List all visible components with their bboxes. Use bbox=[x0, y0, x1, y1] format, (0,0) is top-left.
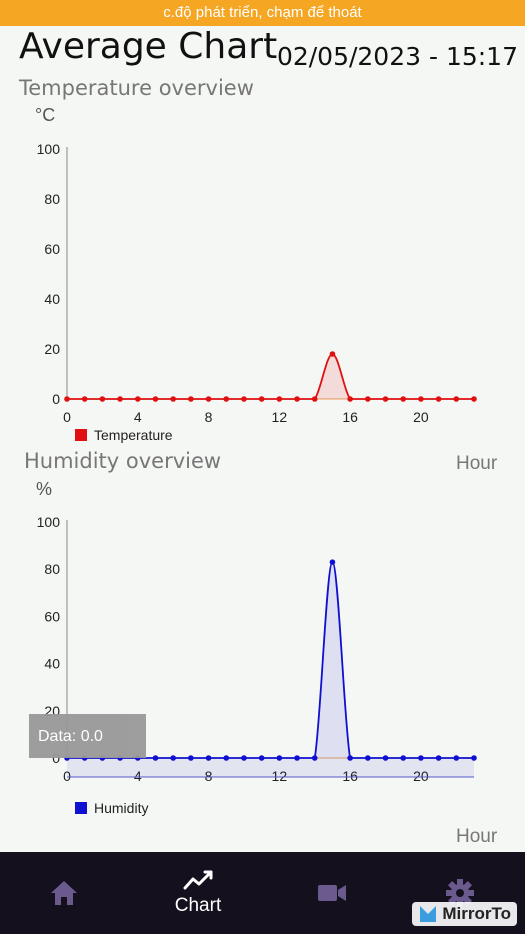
temperature-data-point[interactable] bbox=[435, 396, 442, 402]
humidity-data-point[interactable] bbox=[365, 755, 371, 761]
humidity-data-point[interactable] bbox=[241, 755, 247, 761]
temperature-data-point[interactable] bbox=[117, 396, 123, 402]
temperature-data-point[interactable] bbox=[134, 396, 141, 402]
temperature-data-point[interactable] bbox=[418, 396, 424, 402]
humidity-data-point[interactable] bbox=[400, 755, 407, 761]
nav-chart-button[interactable]: Chart bbox=[158, 852, 238, 934]
temperature-data-point[interactable] bbox=[99, 396, 106, 402]
temperature-x-axis-unit: Hour bbox=[456, 453, 498, 474]
page-title: Average Chart bbox=[19, 26, 278, 67]
humidity-x-tick-label: 20 bbox=[413, 768, 429, 784]
temperature-data-point[interactable] bbox=[81, 396, 88, 402]
temperature-data-point[interactable] bbox=[188, 396, 194, 402]
humidity-data-point[interactable] bbox=[294, 755, 300, 761]
temperature-data-point[interactable] bbox=[365, 396, 371, 402]
humidity-baseline-band bbox=[67, 758, 474, 777]
temperature-data-point[interactable] bbox=[294, 396, 300, 402]
humidity-data-point[interactable] bbox=[170, 755, 176, 761]
temperature-x-tick-label: 8 bbox=[205, 409, 213, 425]
nav-camera-button[interactable] bbox=[292, 852, 372, 934]
temperature-data-point[interactable] bbox=[258, 396, 265, 402]
temperature-data-point[interactable] bbox=[64, 396, 70, 402]
humidity-legend-label: Humidity bbox=[94, 800, 149, 816]
humidity-legend: Humidity bbox=[75, 800, 148, 816]
humidity-section-title: Humidity overview bbox=[24, 449, 222, 473]
humidity-x-axis-unit: Hour bbox=[456, 826, 498, 847]
nav-chart-label: Chart bbox=[174, 895, 222, 916]
home-icon bbox=[51, 881, 77, 905]
temperature-data-point[interactable] bbox=[471, 396, 477, 402]
temperature-data-point[interactable] bbox=[170, 396, 176, 402]
temperature-data-point[interactable] bbox=[453, 396, 460, 402]
humidity-y-tick-label: 80 bbox=[44, 561, 60, 577]
video-camera-icon bbox=[318, 885, 346, 901]
temperature-x-tick-label: 20 bbox=[413, 409, 429, 425]
temperature-x-tick-label: 16 bbox=[342, 409, 358, 425]
developer-mode-banner[interactable]: c.độ phát triển, chạm để thoát bbox=[0, 0, 525, 26]
temperature-data-point[interactable] bbox=[241, 396, 247, 402]
temperature-y-tick-label: 40 bbox=[44, 291, 60, 307]
humidity-data-point[interactable] bbox=[258, 755, 265, 761]
temperature-x-tick-label: 0 bbox=[63, 409, 71, 425]
mirrorto-watermark: MirrorTo bbox=[412, 902, 517, 926]
humidity-data-point[interactable] bbox=[471, 755, 477, 761]
temperature-legend: Temperature bbox=[75, 427, 173, 443]
mirrorto-logo-icon bbox=[420, 906, 437, 922]
humidity-data-point[interactable] bbox=[205, 755, 212, 761]
temperature-y-tick-label: 60 bbox=[44, 241, 60, 257]
data-tooltip: Data: 0.0 bbox=[29, 714, 146, 758]
temperature-x-tick-label: 12 bbox=[272, 409, 288, 425]
temperature-data-point[interactable] bbox=[311, 396, 318, 402]
temperature-data-point[interactable] bbox=[329, 351, 336, 357]
temperature-data-point[interactable] bbox=[276, 396, 283, 402]
temperature-data-point[interactable] bbox=[223, 396, 230, 402]
humidity-y-tick-label: 60 bbox=[44, 608, 60, 624]
temperature-legend-swatch bbox=[75, 429, 87, 441]
datetime-label: 02/05/2023 - 15:17 bbox=[276, 42, 518, 71]
temperature-data-point[interactable] bbox=[152, 396, 159, 402]
humidity-legend-swatch bbox=[75, 802, 87, 814]
humidity-data-point[interactable] bbox=[152, 755, 159, 761]
temperature-legend-label: Temperature bbox=[94, 427, 173, 443]
humidity-data-point[interactable] bbox=[435, 755, 442, 761]
humidity-y-tick-label: 0 bbox=[52, 750, 60, 766]
humidity-x-tick-label: 4 bbox=[134, 768, 142, 784]
temperature-y-tick-label: 100 bbox=[37, 141, 61, 157]
temperature-y-tick-label: 0 bbox=[52, 391, 60, 407]
humidity-data-point[interactable] bbox=[311, 755, 318, 761]
mirrorto-watermark-text: MirrorTo bbox=[442, 904, 511, 923]
humidity-x-tick-label: 16 bbox=[342, 768, 358, 784]
temperature-chart[interactable]: 0 20 40 60 80 100 0 4 8 12 16 20 bbox=[0, 130, 525, 430]
temperature-y-tick-label: 80 bbox=[44, 191, 60, 207]
temperature-x-tick-label: 4 bbox=[134, 409, 142, 425]
humidity-unit-label: % bbox=[36, 479, 53, 499]
temperature-data-point[interactable] bbox=[382, 396, 389, 402]
humidity-x-tick-label: 0 bbox=[63, 768, 71, 784]
humidity-data-point[interactable] bbox=[329, 559, 336, 565]
bottom-navigation: Chart MirrorTo bbox=[0, 852, 525, 934]
humidity-x-tick-label: 8 bbox=[205, 768, 213, 784]
humidity-data-point[interactable] bbox=[276, 755, 283, 761]
humidity-data-point[interactable] bbox=[223, 755, 230, 761]
humidity-x-tick-label: 12 bbox=[272, 768, 288, 784]
humidity-data-point[interactable] bbox=[347, 755, 353, 761]
temperature-data-point[interactable] bbox=[400, 396, 407, 402]
nav-home-button[interactable] bbox=[24, 852, 104, 934]
temperature-y-tick-label: 20 bbox=[44, 341, 60, 357]
humidity-data-point[interactable] bbox=[453, 755, 460, 761]
temperature-section-title: Temperature overview bbox=[19, 76, 254, 100]
humidity-data-point[interactable] bbox=[418, 755, 424, 761]
temperature-data-point[interactable] bbox=[205, 396, 212, 402]
temperature-area-fill bbox=[67, 354, 474, 399]
temperature-unit-label: °C bbox=[35, 105, 56, 125]
humidity-data-point[interactable] bbox=[188, 755, 194, 761]
chart-line-icon bbox=[183, 870, 213, 890]
humidity-y-tick-label: 100 bbox=[37, 514, 61, 530]
humidity-data-point[interactable] bbox=[382, 755, 389, 761]
humidity-y-tick-label: 40 bbox=[44, 656, 60, 672]
temperature-data-point[interactable] bbox=[347, 396, 353, 402]
temperature-series-line bbox=[67, 353, 474, 400]
